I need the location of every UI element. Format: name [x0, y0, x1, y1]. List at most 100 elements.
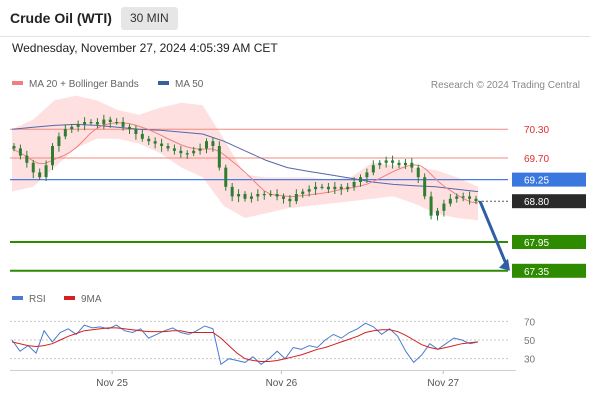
x-label-0: Nov 25: [96, 378, 128, 389]
9ma-swatch: [64, 296, 75, 301]
candle-body: [185, 153, 189, 155]
candle-body: [76, 124, 80, 127]
candle-body: [461, 196, 465, 198]
candle-body: [288, 198, 292, 202]
candle-body: [172, 148, 176, 151]
rsi-series-rsi: [11, 322, 479, 366]
candle-body: [57, 136, 61, 146]
candle-body: [436, 210, 439, 216]
candle-body: [429, 196, 433, 216]
candle-body: [25, 155, 29, 163]
candle-body: [12, 146, 16, 149]
legend-rsi-label: RSI: [29, 294, 46, 305]
rsi-series-9ma: [11, 327, 479, 362]
chart-header: Crude Oil (WTI) 30 MIN: [0, 0, 590, 36]
x-label-2: Nov 27: [427, 378, 459, 389]
level-label-2: 69.25: [524, 176, 549, 187]
candle-body: [224, 167, 228, 187]
candle-body: [153, 141, 157, 144]
level-label-bg-4: [512, 235, 586, 249]
legend-9ma-label: 9MA: [81, 294, 102, 305]
candle-body: [147, 138, 151, 142]
candle-body: [83, 122, 87, 125]
candle-body: [192, 150, 196, 154]
candle-body: [44, 165, 48, 178]
candle-body: [365, 172, 369, 178]
x-label-1: Nov 26: [266, 378, 298, 389]
rsi-tick-70: 70: [524, 317, 536, 328]
ma20-swatch: [12, 81, 23, 86]
candle-body: [326, 186, 330, 190]
candle-body: [140, 134, 144, 139]
candle-body: [243, 194, 247, 199]
candle-body: [294, 194, 298, 202]
candle-body: [31, 162, 35, 173]
rsi-tick-30: 30: [524, 355, 536, 366]
candle-body: [448, 198, 452, 204]
rsi-swatch: [12, 296, 23, 301]
candle-body: [301, 191, 305, 194]
candle-body: [282, 196, 285, 199]
candle-body: [384, 160, 388, 163]
candle-body: [455, 196, 459, 199]
chart-datetime: Wednesday, November 27, 2024 4:05:39 AM …: [12, 41, 278, 55]
rsi-tick-50: 50: [524, 336, 536, 347]
candle-body: [134, 129, 138, 134]
level-label-bg-5: [512, 263, 586, 278]
candle-body: [211, 141, 215, 146]
candle-body: [339, 186, 343, 190]
candle-body: [346, 186, 350, 190]
instrument-title: Crude Oil (WTI): [10, 10, 112, 26]
candle-body: [320, 186, 324, 188]
candle-body: [359, 177, 362, 182]
forecast-arrow-head: [499, 258, 510, 271]
candle-body: [115, 122, 119, 124]
candle-body: [95, 122, 99, 125]
candle-body: [371, 165, 375, 173]
ma50-swatch: [158, 81, 169, 86]
bollinger-band: [12, 95, 478, 221]
legend-ma20: MA 20 + Bollinger Bands: [12, 79, 139, 90]
candle-body: [442, 203, 446, 211]
candle-body: [474, 198, 478, 202]
candle-body: [63, 129, 67, 137]
candle-body: [237, 194, 241, 197]
level-label-5: 67.35: [524, 267, 549, 278]
candle-body: [102, 119, 106, 125]
candle-body: [89, 122, 93, 124]
candle-body: [38, 172, 42, 178]
candle-body: [256, 194, 260, 197]
candle-body: [121, 122, 125, 127]
level-label-0: 70.30: [524, 125, 549, 136]
legend-ma20-label: MA 20 + Bollinger Bands: [29, 79, 139, 90]
candle-body: [18, 148, 22, 156]
header-divider: [0, 36, 590, 37]
legend-ma50: MA 50: [158, 79, 203, 90]
level-label-bg-3: [512, 194, 586, 209]
candle-body: [307, 189, 311, 192]
candle-body: [468, 196, 472, 199]
candle-body: [275, 194, 279, 197]
candle-body: [160, 143, 164, 146]
legend-ma50-label: MA 50: [175, 79, 204, 90]
candle-body: [378, 162, 382, 166]
legend-9ma: 9MA: [64, 294, 102, 305]
candle-body: [262, 194, 266, 196]
candle-body: [403, 162, 407, 166]
candle-body: [314, 186, 318, 190]
candle-body: [423, 177, 427, 197]
candle-body: [205, 141, 208, 149]
level-label-4: 67.95: [524, 238, 549, 249]
candle-body: [269, 194, 273, 196]
candle-body: [249, 196, 253, 199]
timeframe-badge[interactable]: 30 MIN: [121, 7, 178, 30]
candle-body: [352, 182, 356, 187]
candle-body: [410, 162, 414, 168]
ma50-line: [11, 123, 479, 193]
candle-body: [108, 119, 112, 122]
candle-body: [51, 146, 54, 166]
candle-body: [391, 160, 395, 163]
legend-rsi: RSI: [12, 294, 46, 305]
candle-body: [198, 148, 202, 151]
